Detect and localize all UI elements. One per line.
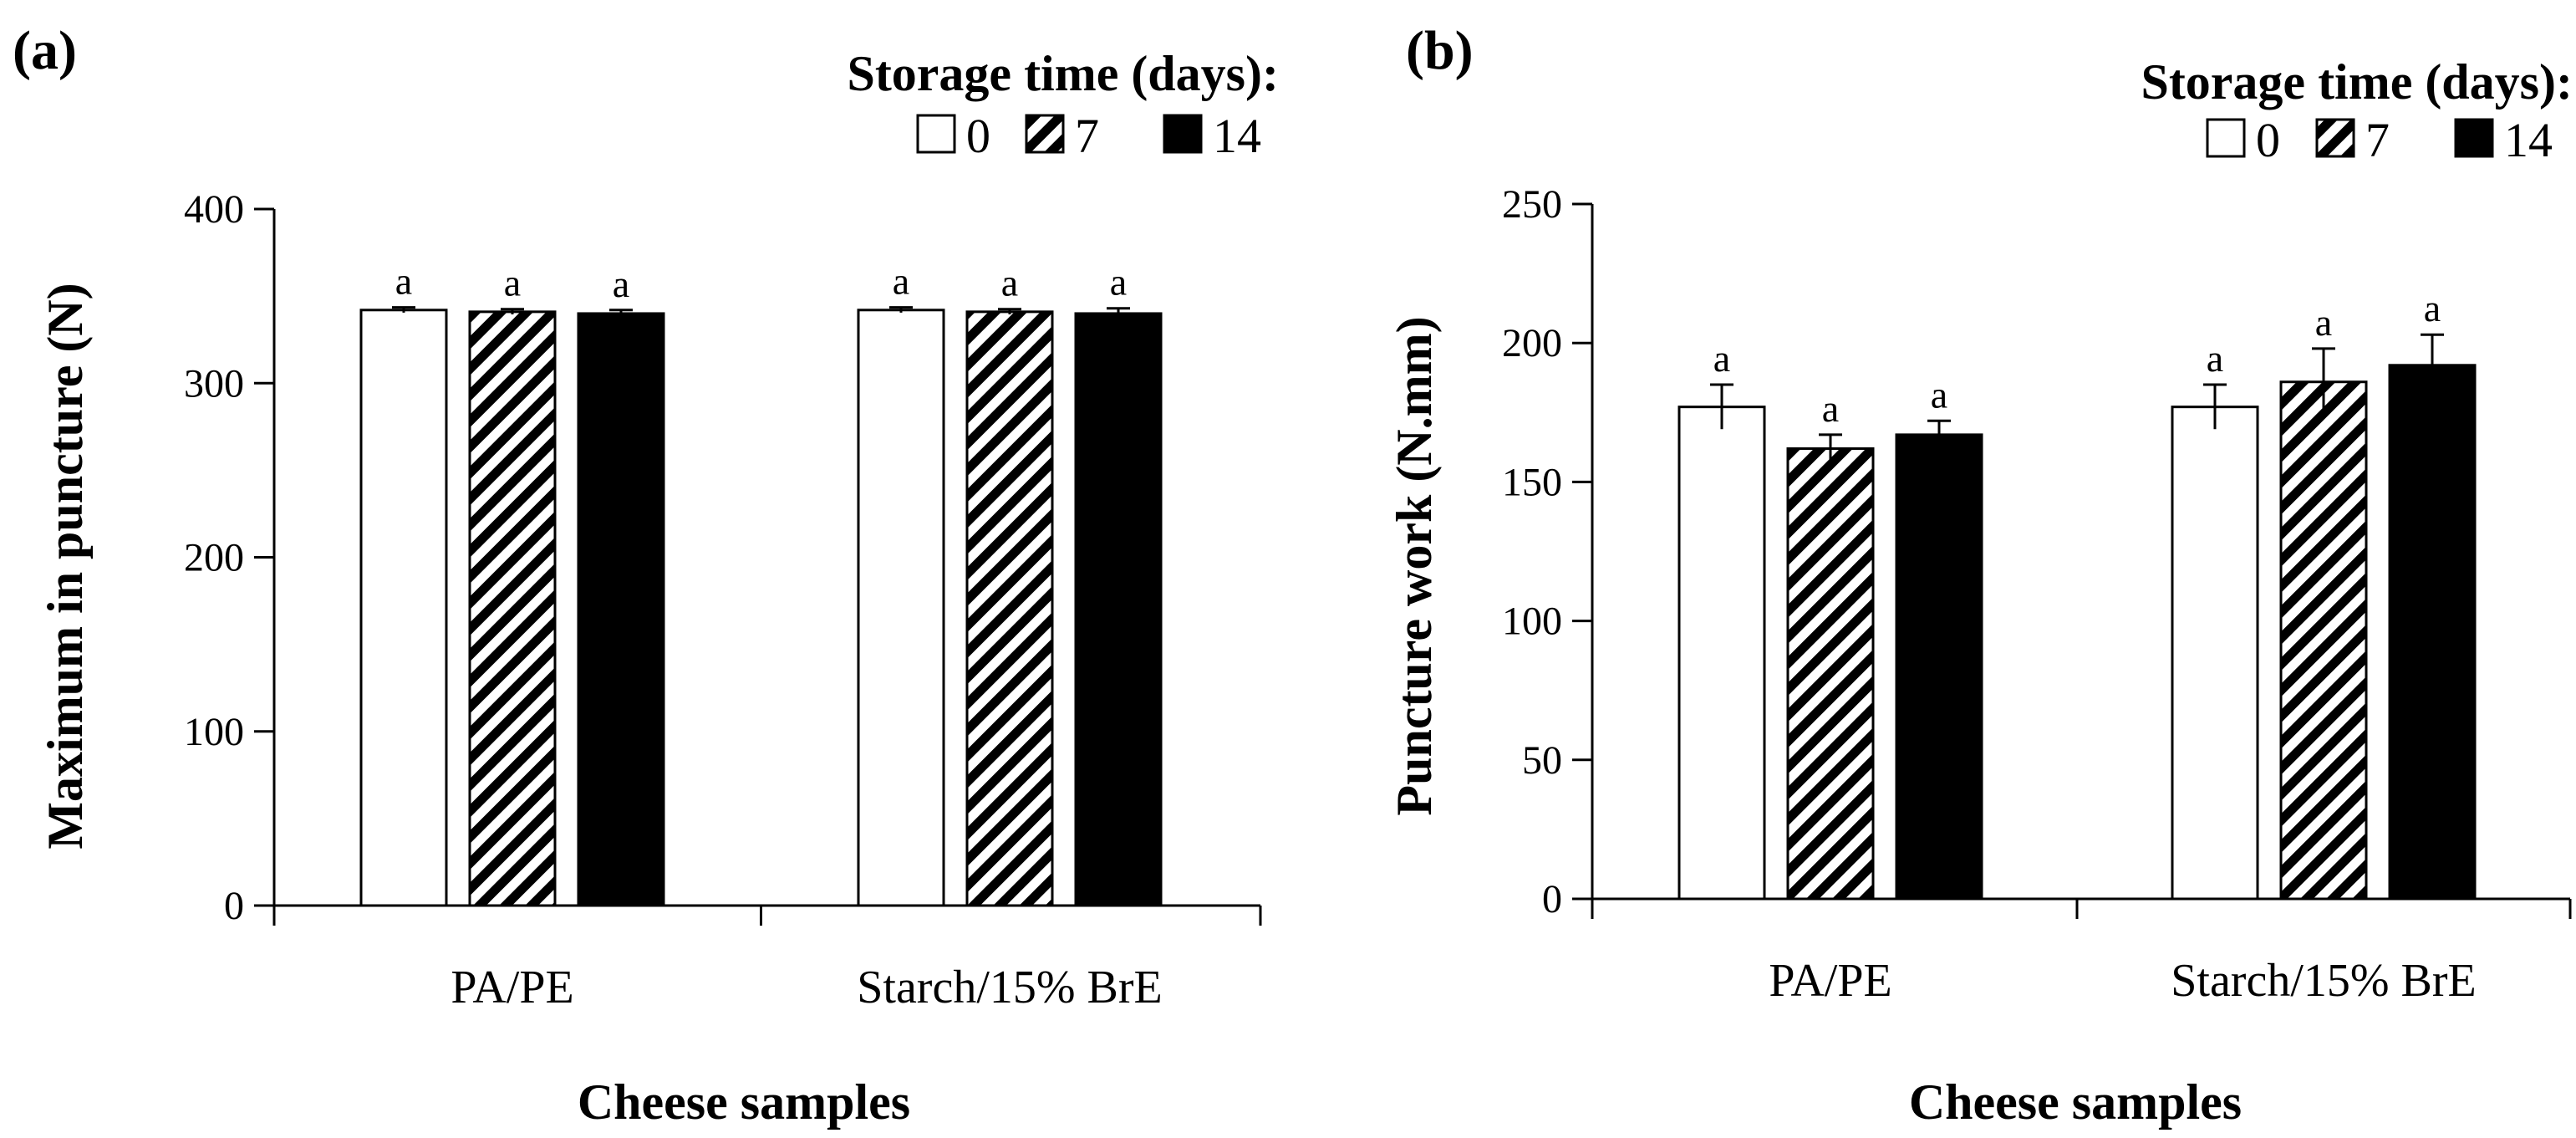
panel-a-legend-label: 7	[1075, 109, 1099, 163]
panel-b-significance-label: a	[1822, 387, 1839, 430]
panel-a-legend-label: 14	[1213, 109, 1261, 163]
panel-a-bar-14-0	[577, 312, 665, 907]
panel-a-bar-7-1	[965, 310, 1054, 907]
panel-b-significance-label: a	[2207, 337, 2223, 380]
panel-b-y-tick-label: 150	[1502, 460, 1562, 504]
panel-b-label: (b)	[1406, 20, 1474, 81]
panel-b-y-axis-title: Puncture work (N.mm)	[1387, 316, 1442, 815]
panel-a-category-label: PA/PE	[451, 962, 573, 1013]
panel-b-plot-area: 0 50 100 150 200 250 PA/PE a a a Starch/15% BrE a a a	[1502, 182, 2572, 1007]
panel-b-bar-0-1	[2171, 406, 2259, 901]
panel-a-legend-title: Storage time (days):	[847, 46, 1279, 101]
panel-b-y-tick-label: 0	[1542, 877, 1562, 921]
panel-a-y-tick-label: 0	[224, 884, 244, 928]
panel-b-bar-0-0	[1677, 406, 1766, 901]
panel-b-significance-label: a	[2315, 301, 2332, 344]
panel-b-legend-swatch-7	[2315, 118, 2355, 158]
panel-a-plot-area: 0 100 200 300 400 PA/PE a a a Starch/15% BrE a a a	[184, 187, 1262, 1013]
panel-a-y-tick-label: 200	[184, 536, 244, 580]
panel-b-y-tick-label: 200	[1502, 321, 1562, 365]
panel-a-legend-swatch-7	[1025, 114, 1065, 154]
panel-a-y-tick-label: 400	[184, 187, 244, 232]
panel-b-bar-14-1	[2388, 364, 2477, 901]
panel-b-significance-label: a	[1931, 373, 1947, 416]
panel-a-significance-label: a	[1110, 261, 1127, 304]
panel-b-bar-7-0	[1786, 447, 1875, 901]
panel-b-x-axis-title: Cheese samples	[1909, 1074, 2242, 1130]
panel-a-legend-swatch-14	[1163, 114, 1203, 154]
panel-a-significance-label: a	[395, 260, 412, 303]
panel-a-significance-label: a	[1001, 262, 1018, 304]
panel-b-legend-label: 14	[2504, 113, 2553, 167]
panel-b-legend-swatch-0	[2206, 118, 2246, 158]
panel-b-y-tick-label: 100	[1502, 600, 1562, 644]
panel-a-legend: 0 7 14	[916, 109, 1261, 163]
panel-b-chart: (b) Storage time (days): 0 7 14 Puncture w…	[1387, 20, 2573, 1130]
panel-a-chart: (a) Storage time (days): 0 7 14 Maximum in…	[13, 20, 1279, 1130]
panel-b-significance-label: a	[1713, 337, 1730, 380]
panel-a-x-axis-title: Cheese samples	[578, 1074, 910, 1130]
panel-a-bar-14-1	[1074, 312, 1163, 907]
panel-b-category-label: Starch/15% BrE	[2171, 955, 2476, 1007]
panel-a-bar-0-0	[359, 309, 448, 907]
panel-a-significance-label: a	[504, 262, 521, 304]
panel-a-bar-7-0	[468, 310, 557, 907]
panel-a-significance-label: a	[613, 263, 629, 305]
panel-a-bar-0-1	[857, 309, 945, 907]
panel-a-y-tick-label: 100	[184, 710, 244, 754]
panel-b-significance-label: a	[2424, 287, 2441, 329]
panel-b-legend-swatch-14	[2454, 118, 2494, 158]
panel-b-category-label: PA/PE	[1769, 955, 1891, 1007]
panel-a-legend-swatch-0	[916, 114, 956, 154]
panel-b-legend-label: 7	[2365, 113, 2390, 167]
panel-b-legend: 0 7 14	[2206, 113, 2553, 167]
panel-b-y-tick-label: 50	[1522, 738, 1562, 783]
panel-a-y-tick-label: 300	[184, 361, 244, 406]
panel-a-label: (a)	[13, 20, 77, 81]
panel-b-bar-7-1	[2279, 380, 2368, 901]
panel-a-category-label: Starch/15% BrE	[857, 962, 1162, 1013]
panel-a-significance-label: a	[893, 260, 909, 303]
panel-b-legend-label: 0	[2256, 113, 2280, 167]
panel-b-y-tick-label: 250	[1502, 182, 1562, 227]
panel-b-legend-title: Storage time (days):	[2141, 54, 2573, 110]
panel-b-bar-14-0	[1895, 433, 1983, 901]
panel-a-legend-label: 0	[966, 109, 990, 163]
panel-a-y-axis-title: Maximum in puncture (N)	[38, 283, 93, 849]
